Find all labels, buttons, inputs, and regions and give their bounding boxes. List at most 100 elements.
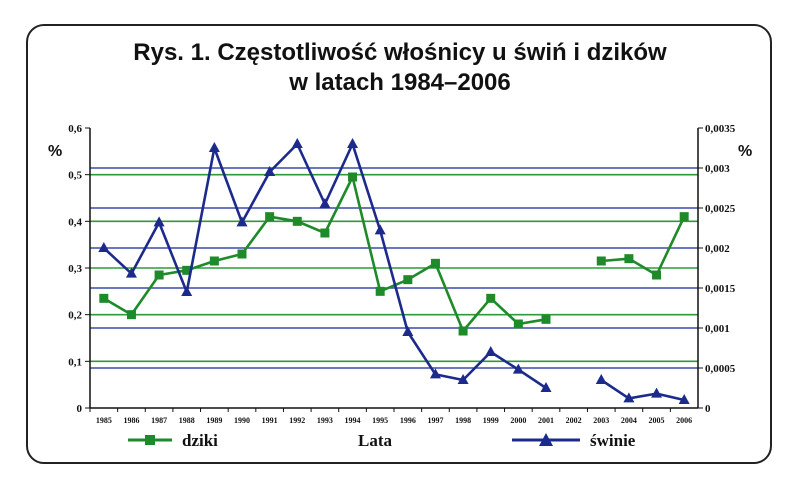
y-left-tick-label: 0,2 <box>68 310 82 322</box>
y-right-tick-label: 0,0015 <box>705 283 736 295</box>
data-point-swinie <box>374 224 386 235</box>
series-line-swinie <box>102 142 547 390</box>
data-point-swinie <box>651 387 663 398</box>
data-point-swinie <box>319 198 331 208</box>
data-point-dziki <box>596 256 606 266</box>
data-point-dziki <box>430 258 440 268</box>
y-left-unit: % <box>48 143 62 160</box>
chart-title-line-1: Rys. 1. Częstotliwość włośnicy u świń i … <box>133 39 667 66</box>
x-axis-label: Lata <box>358 431 393 450</box>
x-tick-label: 2004 <box>621 416 637 425</box>
data-point-dziki <box>458 326 468 336</box>
data-point-swinie <box>181 286 193 296</box>
data-point-swinie <box>623 392 635 403</box>
legend-swinie-label: świnie <box>590 431 636 450</box>
data-point-dziki <box>237 249 247 259</box>
data-point-dziki <box>265 212 275 222</box>
series-group <box>98 138 690 404</box>
x-tick-label: 1996 <box>400 416 416 425</box>
data-point-dziki <box>154 270 164 280</box>
data-point-swinie <box>347 138 359 148</box>
y-right-tick-label: 0,003 <box>705 163 730 175</box>
legend-swinie-marker <box>539 433 553 446</box>
chart-title-line-2: w latach 1984–2006 <box>289 69 511 96</box>
series-line-dziki <box>601 216 686 277</box>
data-point-dziki <box>126 310 136 320</box>
data-point-swinie <box>402 326 414 336</box>
y-left-tick-label: 0,3 <box>68 263 82 275</box>
y-left-tick-label: 0,5 <box>68 170 82 182</box>
data-point-dziki <box>375 286 385 296</box>
y-right-tick-label: 0,0025 <box>705 203 736 215</box>
x-tick-label: 1988 <box>179 416 195 425</box>
y-right-tick-label: 0,001 <box>705 323 730 335</box>
data-point-dziki <box>403 275 413 285</box>
y-right-tick-label: 0,002 <box>705 243 730 255</box>
legend-dziki-marker <box>145 435 155 445</box>
x-tick-label: 1989 <box>206 416 222 425</box>
chart-frame <box>26 24 772 464</box>
x-tick-label: 1995 <box>372 416 388 425</box>
x-tick-label: 1994 <box>345 416 361 425</box>
data-point-swinie <box>291 138 303 148</box>
data-point-swinie <box>429 368 441 379</box>
data-point-dziki <box>513 319 523 329</box>
x-tick-label: 2003 <box>593 416 609 425</box>
x-tick-label: 1999 <box>483 416 499 425</box>
data-point-swinie <box>512 363 524 374</box>
data-point-dziki <box>348 172 358 182</box>
y-left-tick-label: 0 <box>77 403 83 415</box>
data-point-swinie <box>264 166 276 176</box>
data-point-dziki <box>182 265 192 275</box>
data-point-swinie <box>678 394 690 404</box>
y-left-tick-label: 0,1 <box>68 356 82 368</box>
data-point-swinie <box>208 142 220 152</box>
y-right-tick-label: 0,0035 <box>705 123 736 135</box>
y-left-tick-label: 0,6 <box>68 123 82 135</box>
x-tick-label: 2002 <box>566 416 582 425</box>
y-right-tick-label: 0,0005 <box>705 363 736 375</box>
chart-title: Rys. 1. Częstotliwość włośnicy u świń i … <box>0 38 800 98</box>
x-tick-label: 1992 <box>289 416 305 425</box>
y-left-tick-label: 0,4 <box>68 216 82 228</box>
data-point-swinie <box>595 374 607 384</box>
data-point-swinie <box>236 216 248 227</box>
data-point-swinie <box>457 374 469 384</box>
data-point-swinie <box>153 216 165 227</box>
data-point-dziki <box>209 256 219 266</box>
x-tick-label: 1990 <box>234 416 250 425</box>
y-right-ticks: 0 0,0005 0,001 0,0015 0,002 0,0025 0,003 0,0035 <box>698 123 736 415</box>
data-point-swinie <box>125 267 137 278</box>
gridlines <box>90 167 698 369</box>
data-point-dziki <box>292 216 302 226</box>
x-tick-label: 2005 <box>649 416 665 425</box>
x-tick-label: 2001 <box>538 416 554 425</box>
y-left-ticks: 0 0,1 0,2 0,3 0,4 0,5 0,6 <box>68 123 90 415</box>
x-tick-label: 1993 <box>317 416 333 425</box>
x-tick-label: 1991 <box>262 416 278 425</box>
y-right-unit: % <box>738 143 752 160</box>
x-tick-label: 1986 <box>123 416 139 425</box>
data-point-swinie <box>540 382 552 392</box>
data-point-dziki <box>541 314 551 324</box>
data-point-swinie <box>98 242 110 252</box>
data-point-dziki <box>320 228 330 238</box>
legend: dziki Lata świnie <box>128 431 636 450</box>
x-tick-label: 1987 <box>151 416 167 425</box>
legend-dziki-label: dziki <box>182 431 218 450</box>
data-point-dziki <box>624 254 634 264</box>
x-tick-label: 1998 <box>455 416 471 425</box>
series-line-swinie <box>600 378 685 402</box>
y-right-tick-label: 0 <box>705 403 711 415</box>
data-point-dziki <box>652 270 662 280</box>
data-point-swinie <box>485 346 497 356</box>
x-tick-label: 1985 <box>96 416 112 425</box>
x-tick-label: 2006 <box>676 416 692 425</box>
x-ticks: 1985 1986 1987 1988 1989 1990 1991 1992 1993 1994… <box>89 408 692 425</box>
x-tick-label: 2000 <box>510 416 526 425</box>
x-tick-label: 1997 <box>427 416 443 425</box>
data-point-dziki <box>486 293 496 303</box>
data-point-dziki <box>99 293 109 303</box>
data-point-dziki <box>679 212 689 222</box>
